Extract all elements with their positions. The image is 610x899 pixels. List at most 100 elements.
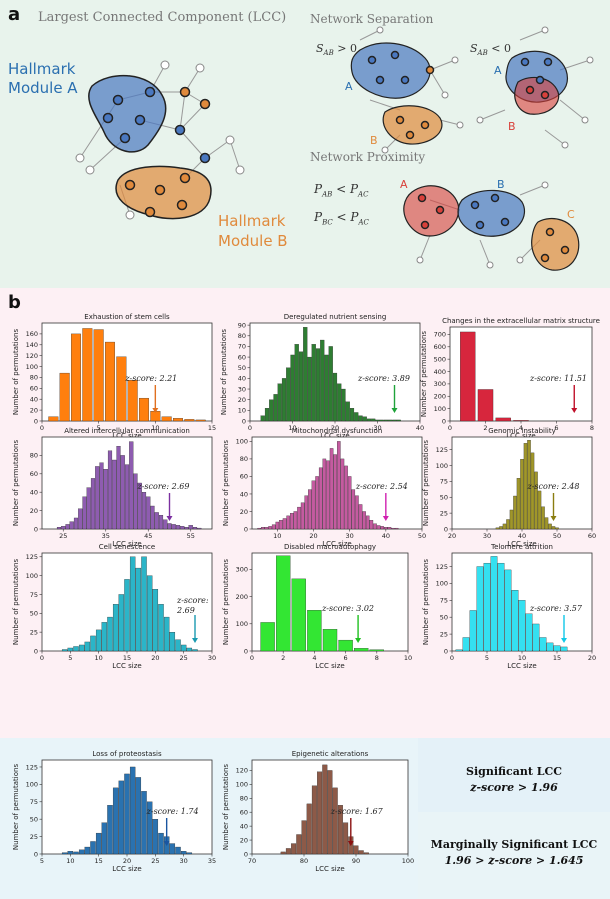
histogram-bar xyxy=(311,344,316,422)
histogram-bar xyxy=(369,520,374,530)
y-tick-label: 20 xyxy=(240,836,248,844)
histogram-bar xyxy=(48,416,59,422)
histogram-bar xyxy=(333,454,337,530)
network-diagrams xyxy=(75,26,594,271)
x-tick-label: 30 xyxy=(373,424,381,432)
x-tick-label: 5 xyxy=(97,424,101,432)
histogram-bar xyxy=(271,524,276,530)
zscore-arrowhead xyxy=(152,408,159,413)
y-axis-label: Number of permutations xyxy=(12,329,20,416)
histogram-bar xyxy=(469,610,477,652)
zscore-value: 2.69 xyxy=(176,606,195,615)
zscore-arrowhead xyxy=(355,638,362,643)
histogram-bar xyxy=(296,834,302,855)
y-tick-label: 120 xyxy=(236,767,248,775)
histogram-bar xyxy=(322,458,327,530)
x-tick-label: 80 xyxy=(300,857,308,865)
histogram-bar xyxy=(341,388,346,422)
histogram-bar xyxy=(260,622,275,652)
x-tick-label: 30 xyxy=(180,857,188,865)
module-b-line1: Hallmark xyxy=(218,212,286,230)
histogram-bar xyxy=(273,394,278,422)
histogram-bar xyxy=(354,648,369,652)
histogram-bar xyxy=(362,511,366,530)
histogram-bar xyxy=(460,331,476,422)
chart-title: Genomic instability xyxy=(488,427,556,435)
y-tick-label: 60 xyxy=(240,473,248,481)
x-tick-label: 40 xyxy=(382,532,390,540)
histogram-bar xyxy=(107,450,113,530)
histogram-bar xyxy=(353,845,359,855)
x-tick-label: 70 xyxy=(248,857,256,865)
zscore-label: z-score: xyxy=(176,596,209,605)
histogram-bar xyxy=(69,521,74,530)
histogram-bar xyxy=(290,513,294,530)
zscore-arrowhead xyxy=(163,841,170,846)
histogram-bar xyxy=(169,843,176,855)
histogram-bar xyxy=(141,791,147,855)
zscore-label: z-score: 3.89 xyxy=(357,374,410,383)
y-axis-label: Number of permutations xyxy=(222,764,230,851)
histogram-bar xyxy=(129,556,136,652)
x-tick-label: 2 xyxy=(483,424,487,432)
y-tick-label: 400 xyxy=(434,368,446,376)
y-tick-label: 100 xyxy=(436,462,448,470)
histogram-bar xyxy=(541,506,545,530)
x-axis-label: LCC size xyxy=(315,662,344,670)
histogram-bar xyxy=(509,509,514,530)
histogram-bar xyxy=(358,415,363,422)
histogram-bar xyxy=(95,832,102,855)
prox-label-b: B xyxy=(497,178,505,191)
histogram-bar xyxy=(101,622,108,652)
zscore-label: z-score: 1.74 xyxy=(146,807,199,816)
histogram-bar xyxy=(180,526,185,530)
histogram-bar xyxy=(328,346,333,422)
histogram-bar xyxy=(84,641,91,652)
y-tick-label: 0 xyxy=(242,417,246,425)
histogram-bar xyxy=(82,496,87,530)
histogram-bar xyxy=(513,495,517,530)
chart-title: Loss of proteostasis xyxy=(92,750,162,758)
x-tick-label: 35 xyxy=(102,532,110,540)
significant-title: Significant LCC xyxy=(466,765,562,778)
proximity-title: Network Proximity xyxy=(310,150,426,164)
x-tick-label: 10 xyxy=(273,532,281,540)
histogram-bar xyxy=(532,623,540,652)
chart-title: Exhaustion of stem cells xyxy=(84,313,170,321)
histogram-bar xyxy=(293,511,298,530)
histogram-bar xyxy=(137,482,142,530)
plot-frame xyxy=(251,436,423,530)
y-tick-label: 100 xyxy=(236,781,248,789)
x-tick-label: 8 xyxy=(375,654,379,662)
y-tick-label: 125 xyxy=(436,563,448,571)
y-tick-label: 60 xyxy=(30,385,38,393)
y-tick-label: 75 xyxy=(30,591,38,599)
x-tick-label: 6 xyxy=(344,654,348,662)
histogram-bar xyxy=(304,495,309,530)
panel-a-background xyxy=(0,0,610,288)
histogram-bar xyxy=(394,527,399,530)
histogram-bar xyxy=(260,415,265,422)
histogram-bar xyxy=(301,820,307,855)
histogram-bar xyxy=(152,589,159,652)
y-axis-label: Number of permutations xyxy=(12,440,20,527)
chart-10: 5 10 15 20 25 30 35 0 25 50 75 100 125 Loss of proteo… xyxy=(12,750,216,873)
significant-legend-background xyxy=(418,738,610,812)
histogram-bar xyxy=(73,851,79,855)
histogram-bar xyxy=(141,492,147,530)
histogram-bar xyxy=(315,348,321,422)
histogram-bar xyxy=(338,639,353,652)
histogram-bar xyxy=(150,505,155,530)
x-tick-label: 10 xyxy=(404,654,412,662)
histogram-bar xyxy=(175,525,181,530)
histogram-bar xyxy=(560,646,568,652)
y-axis-label: Number of permutations xyxy=(222,559,230,646)
histogram-bar xyxy=(455,649,463,652)
histogram-bar xyxy=(376,525,381,530)
histogram-bar xyxy=(129,766,136,855)
histogram-bar xyxy=(337,805,343,855)
histogram-bar xyxy=(518,600,526,652)
histogram-bar xyxy=(135,777,142,855)
histogram-bar xyxy=(197,527,202,530)
histogram-bar xyxy=(120,455,125,530)
